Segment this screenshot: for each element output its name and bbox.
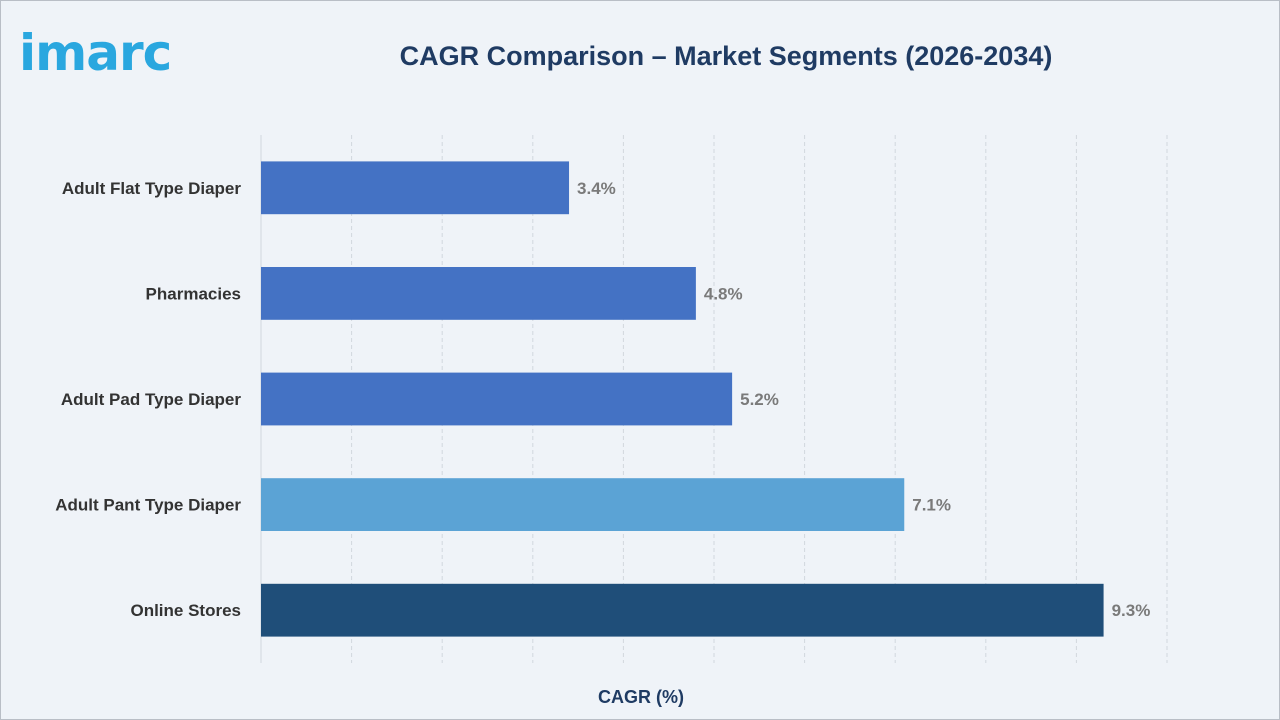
bar	[261, 478, 905, 531]
logo-text: imarc	[19, 24, 172, 82]
bar	[261, 161, 570, 215]
bar	[261, 267, 696, 320]
category-label: Adult Pad Type Diaper	[61, 390, 241, 409]
data-label: 5.2%	[740, 390, 779, 409]
data-label: 3.4%	[577, 179, 616, 198]
bar	[261, 583, 1104, 637]
imarc-logo: imarc	[19, 21, 209, 85]
data-label: 7.1%	[912, 496, 951, 515]
category-label: Online Stores	[130, 601, 241, 620]
bar	[261, 372, 733, 426]
data-label: 9.3%	[1112, 601, 1151, 620]
data-label: 4.8%	[704, 284, 743, 303]
category-label: Adult Pant Type Diaper	[55, 496, 241, 515]
chart-title: CAGR Comparison – Market Segments (2026-…	[399, 41, 1053, 71]
category-label: Pharmacies	[146, 284, 241, 303]
category-label: Adult Flat Type Diaper	[62, 179, 242, 198]
x-axis-title: CAGR (%)	[598, 687, 684, 707]
